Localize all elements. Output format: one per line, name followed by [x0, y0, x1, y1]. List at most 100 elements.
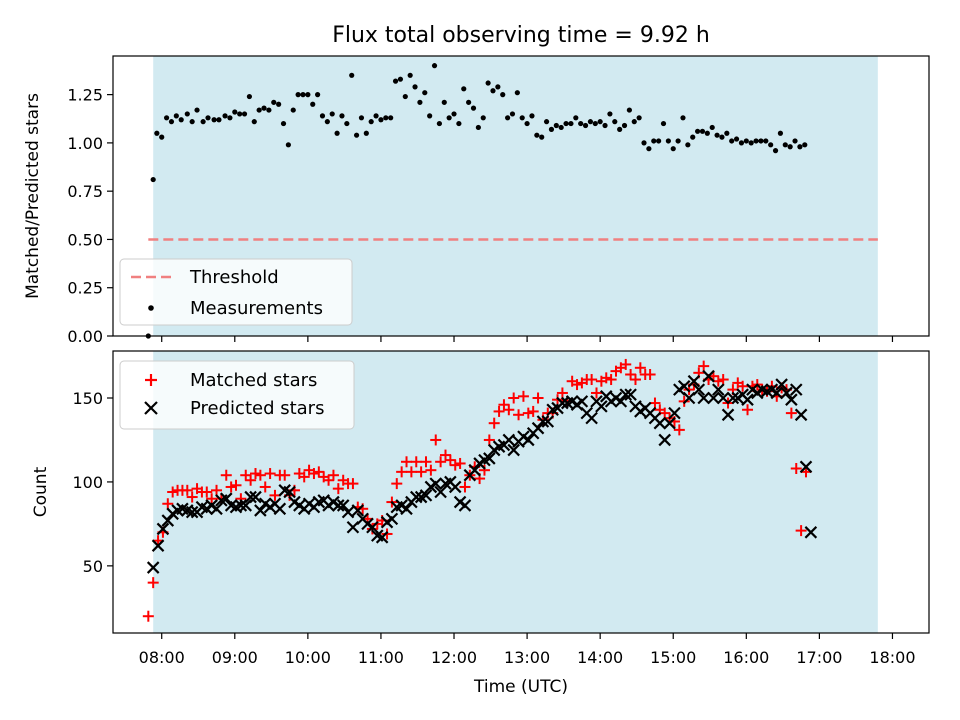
measurement-point — [694, 128, 701, 134]
matched-star-point — [396, 466, 408, 478]
predicted-star-point — [799, 460, 813, 474]
measurement-point — [431, 63, 438, 69]
matched-star-point — [245, 474, 257, 486]
matched-star-point — [449, 459, 461, 471]
matched-star-point — [186, 491, 198, 503]
ratio-xtick-group — [161, 336, 894, 342]
predicted-star-stroke — [785, 393, 798, 406]
predicted-star-point — [375, 531, 389, 544]
matched-star-point — [503, 404, 515, 416]
matched-star-point — [332, 483, 344, 495]
predicted-star-stroke — [502, 433, 516, 447]
measurement-point — [699, 128, 706, 134]
measurement-point — [319, 113, 326, 119]
measurement-point — [485, 80, 491, 86]
predicted-star-stroke — [351, 504, 365, 517]
ratio-panel: 0.00 0.25 0.50 0.75 1.00 1.25 Matched/Predict… — [23, 55, 930, 346]
measurement-point — [539, 134, 545, 140]
measurement-point — [211, 117, 217, 123]
matched-star-point — [240, 469, 252, 481]
x-axis-label: Time (UTC) — [473, 677, 568, 697]
measurement-point — [768, 142, 774, 148]
measurement-point — [802, 142, 808, 148]
matched-star-point — [712, 375, 724, 387]
predicted-star-point — [249, 490, 262, 504]
matched-star-point — [737, 380, 749, 392]
matched-star-point — [591, 387, 603, 399]
matched-star-point — [308, 468, 320, 480]
measurement-point — [373, 113, 379, 119]
predicted-star-point — [614, 395, 628, 408]
measurement-point — [719, 134, 725, 140]
predicted-star-stroke — [151, 539, 165, 552]
matched-star-point — [444, 454, 456, 466]
measurement-point — [763, 138, 769, 144]
predicted-star-stroke — [336, 499, 350, 512]
measurement-point — [168, 119, 175, 125]
measurement-point — [651, 138, 657, 144]
measurement-point — [714, 132, 720, 138]
predicted-star-stroke — [780, 386, 793, 400]
measurement-point — [446, 115, 452, 121]
measurement-point — [154, 130, 160, 136]
matched-star-point — [313, 466, 325, 478]
predicted-star-point — [458, 499, 472, 512]
predicted-star-stroke — [185, 505, 199, 519]
measurement-point — [548, 126, 555, 132]
measurement-point — [772, 148, 779, 154]
measurement-point — [500, 92, 506, 98]
legend-matched-label: Matched stars — [190, 370, 317, 391]
matched-star-point — [454, 457, 466, 469]
predicted-star-point — [273, 502, 287, 516]
count-ytick-group: 50 100 150 — [72, 389, 113, 576]
measurement-point — [427, 113, 433, 119]
predicted-star-stroke — [458, 499, 472, 512]
count-legend: Matched stars Predicted stars — [119, 360, 355, 430]
measurement-point — [680, 115, 686, 121]
predicted-star-point — [341, 505, 355, 519]
measurement-point — [324, 119, 330, 125]
measurement-point — [797, 144, 803, 150]
predicted-star-point — [185, 505, 199, 519]
measurement-point — [563, 120, 569, 127]
predicted-star-point — [663, 416, 676, 430]
xtick-label: 13:00 — [504, 648, 550, 667]
predicted-star-stroke — [658, 433, 671, 447]
measurement-point — [227, 115, 233, 121]
predicted-star-point — [531, 421, 545, 435]
count-panel: 50 100 150 08:00 09:00 10:00 11:00 12:00 13:00 1… — [31, 350, 930, 697]
matched-star-point — [401, 456, 413, 468]
measurement-point — [290, 107, 296, 113]
count-ytick-label: 100 — [72, 473, 103, 492]
predicted-star-stroke — [448, 480, 462, 494]
xtick-label: 12:00 — [431, 648, 477, 667]
measurement-point — [150, 176, 156, 183]
predicted-star-point — [770, 386, 784, 400]
measurement-point — [246, 93, 253, 100]
count-legend-box — [119, 360, 355, 430]
predicted-star-stroke — [741, 393, 754, 406]
matched-star-point — [201, 486, 213, 498]
predicted-star-stroke — [721, 408, 735, 422]
measurement-point — [178, 117, 184, 123]
measurement-point — [368, 119, 374, 125]
ratio-ytick-label: 0.75 — [67, 182, 103, 201]
predicted-star-stroke — [409, 490, 423, 504]
predicted-star-point — [483, 452, 496, 465]
measurement-point — [519, 115, 525, 121]
ratio-axes-frame — [112, 55, 930, 337]
matched-star-point — [254, 469, 266, 481]
predicted-star-stroke — [804, 526, 818, 539]
predicted-star-point — [775, 378, 788, 391]
matched-star-point — [142, 610, 154, 622]
measurement-point — [490, 88, 496, 94]
measurement-point — [417, 99, 423, 105]
matched-star-point — [259, 481, 271, 493]
measurement-point — [690, 134, 696, 140]
measurement-point — [675, 138, 681, 144]
measurement-point — [709, 124, 715, 131]
measurement-point — [276, 101, 282, 107]
xtick-label: 09:00 — [212, 648, 258, 667]
matched-star-point — [790, 463, 802, 474]
